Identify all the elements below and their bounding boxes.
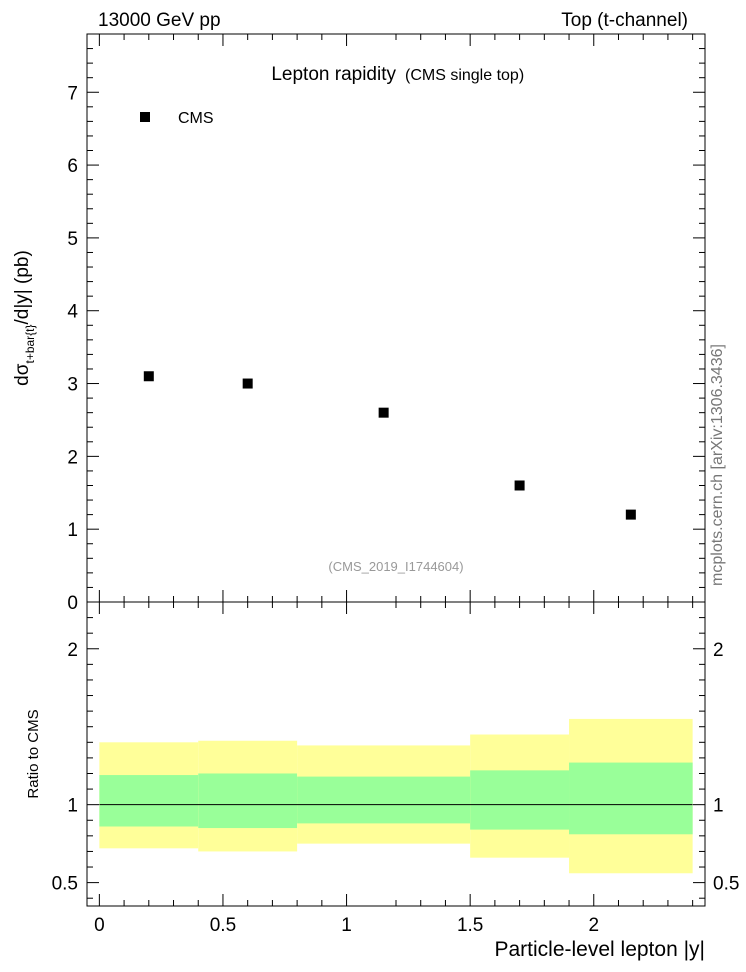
inner-band — [569, 762, 693, 835]
mcplots-side-label: mcplots.cern.ch [arXiv:1306.3436] — [709, 344, 726, 586]
data-points — [143, 371, 636, 520]
process-label: Top (t-channel) — [561, 10, 688, 31]
y-tick-label: 3 — [67, 375, 78, 396]
ratio-y-tick-labels: 0.5 0.5 1 1 2 2 — [52, 640, 740, 895]
legend: CMS — [140, 110, 214, 127]
inner-band — [198, 773, 298, 829]
inner-band — [470, 770, 570, 830]
main-y-axis-label: dσt+bar{t}/d|y| (pb) — [12, 250, 37, 386]
ratio-ticks — [87, 602, 705, 906]
y-tick-label: 1 — [67, 520, 78, 541]
y-tick-label: 4 — [67, 302, 78, 323]
uncertainty-bands — [99, 718, 693, 874]
x-tick-label: 0.5 — [210, 915, 236, 936]
data-point — [625, 509, 636, 520]
y-tick-label: 5 — [67, 229, 78, 250]
energy-label: 13000 GeV pp — [98, 10, 221, 31]
y-tick-label: 6 — [67, 156, 78, 177]
main-panel: 0 1 2 3 4 5 6 7 Lepton rapidity (CMS single top… — [12, 33, 706, 614]
y-tick-label: 0 — [67, 593, 78, 614]
ratio-y-tick-label-left: 1 — [67, 796, 78, 817]
data-point — [514, 480, 525, 491]
data-point — [143, 371, 154, 382]
legend-marker-cms — [140, 112, 150, 122]
ratio-y-tick-label-left: 2 — [67, 640, 78, 661]
inner-band — [99, 775, 199, 827]
ratio-y-tick-label-right: 0.5 — [713, 874, 739, 895]
inner-band — [297, 776, 471, 824]
data-point — [378, 407, 389, 418]
y-tick-label: 2 — [67, 447, 78, 468]
chart-title: Lepton rapidity — [271, 64, 396, 85]
main-ticks — [87, 34, 705, 603]
chart-subtitle: (CMS single top) — [405, 67, 524, 84]
x-tick-label: 2 — [588, 915, 599, 936]
ratio-y-tick-label-right: 1 — [713, 796, 724, 817]
ratio-panel: 0.5 0.5 1 1 2 2 0 0.5 1 1.5 2 Ratio to CMS Partic… — [25, 601, 740, 961]
y-tick-label: 7 — [67, 83, 78, 104]
legend-label-cms: CMS — [178, 110, 214, 127]
data-point — [242, 378, 253, 389]
main-y-tick-labels: 0 1 2 3 4 5 6 7 — [67, 83, 78, 614]
x-tick-label: 1 — [341, 915, 352, 936]
ratio-y-axis-label: Ratio to CMS — [25, 709, 42, 798]
x-tick-label: 1.5 — [457, 915, 483, 936]
ratio-y-tick-label-right: 2 — [713, 640, 724, 661]
x-axis-label: Particle-level lepton |y| — [494, 938, 705, 961]
ratio-y-tick-label-left: 0.5 — [52, 874, 78, 895]
x-tick-labels: 0 0.5 1 1.5 2 — [94, 915, 599, 936]
analysis-watermark: (CMS_2019_I1744604) — [328, 559, 463, 574]
x-tick-label: 0 — [94, 915, 105, 936]
